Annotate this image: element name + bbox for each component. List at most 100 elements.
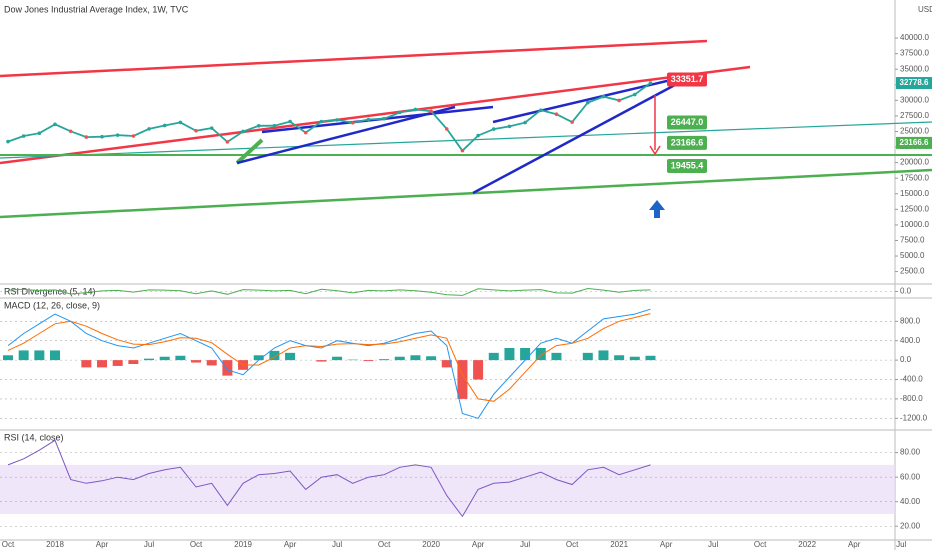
price-point	[460, 148, 465, 153]
histogram-bar	[159, 356, 170, 361]
price-point	[413, 107, 418, 112]
price-point	[131, 134, 136, 138]
price-point	[37, 131, 42, 136]
x-tick-label: 2022	[798, 540, 816, 549]
histogram-bar	[253, 355, 264, 361]
price-point	[601, 94, 606, 99]
histogram-bar	[645, 355, 656, 361]
histogram-bar	[504, 348, 515, 361]
price-point	[538, 108, 543, 112]
price-point	[288, 119, 292, 124]
price-point	[115, 133, 120, 137]
x-tick-label: Jul	[896, 540, 906, 549]
x-tick-label: Apr	[284, 540, 297, 549]
price-callout	[667, 135, 707, 150]
price-point	[570, 120, 574, 124]
histogram-bar	[379, 359, 390, 361]
y-tick-label: 20000.0	[900, 158, 929, 167]
x-tick-label: Jul	[144, 540, 154, 549]
panel-label: MACD (12, 26, close, 9)	[4, 300, 100, 310]
price-point	[476, 133, 480, 138]
price-point	[53, 122, 57, 127]
y-tick-label: 10000.0	[900, 220, 929, 229]
price-point	[507, 124, 512, 129]
histogram-bar	[175, 355, 186, 361]
axis-price-label: 32778.6	[900, 78, 929, 87]
y-tick-label: 2500.0	[900, 267, 925, 276]
histogram-bar	[582, 352, 593, 361]
series-line	[7, 313, 651, 402]
x-tick-label: Oct	[378, 540, 391, 549]
price-point	[6, 139, 10, 144]
axis-price-box	[896, 136, 932, 149]
histogram-bar	[97, 360, 108, 368]
currency: USD	[918, 5, 932, 14]
price-point	[209, 126, 214, 130]
histogram-bar	[332, 356, 343, 361]
histogram-bar	[614, 355, 625, 361]
x-tick-label: 2021	[610, 540, 628, 549]
price-point	[178, 120, 183, 125]
x-tick-label: 2020	[422, 540, 440, 549]
histogram-bar	[206, 360, 217, 366]
price-callout	[667, 159, 707, 174]
price-point	[617, 98, 621, 103]
price-point	[350, 120, 355, 125]
histogram-bar	[3, 355, 13, 361]
histogram-bar	[34, 350, 45, 361]
series-line	[7, 287, 651, 296]
price-callout-label: 26447.0	[671, 117, 704, 127]
x-tick-label: Apr	[848, 540, 861, 549]
x-tick-label: Oct	[2, 540, 15, 549]
y-tick-label: 15000.0	[900, 189, 929, 198]
histogram-bar	[128, 360, 139, 364]
x-tick-label: Oct	[754, 540, 767, 549]
y-tick-label: 40.00	[900, 497, 921, 506]
x-tick-label: Oct	[190, 540, 203, 549]
price-point	[491, 127, 496, 131]
histogram-bar	[551, 352, 562, 361]
histogram-bar	[629, 356, 640, 361]
price-point	[303, 130, 308, 135]
chart-title: Dow Jones Industrial Average Index, 1W, …	[4, 4, 189, 14]
panel-label: RSI (14, close)	[4, 432, 64, 442]
price-callout	[667, 115, 707, 130]
price-point	[84, 135, 89, 139]
price-point	[382, 116, 386, 121]
price-callout	[667, 72, 707, 87]
trendlines	[0, 39, 932, 219]
x-tick-label: Jul	[520, 540, 530, 549]
histogram-bar	[441, 360, 452, 368]
price-point	[272, 123, 277, 128]
price-point	[319, 119, 324, 124]
y-tick-label: 80.00	[900, 448, 921, 457]
x-tick-label: Apr	[96, 540, 109, 549]
price-point	[366, 117, 371, 122]
price-point	[523, 120, 527, 125]
y-tick-label: 800.0	[900, 316, 921, 325]
price-point	[554, 112, 559, 116]
x-tick-label: Oct	[566, 540, 579, 549]
price-point	[100, 134, 104, 139]
price-point	[335, 118, 339, 122]
series-line	[7, 439, 651, 518]
y-tick-label: 27500.0	[900, 111, 929, 120]
y-tick-label: 40000.0	[900, 33, 929, 42]
histogram-bar	[144, 358, 155, 361]
histogram-bar	[81, 360, 92, 368]
y-tick-label: 20.00	[900, 521, 921, 530]
y-tick-label: 0.0	[900, 355, 912, 364]
histogram-bar	[191, 360, 202, 363]
histogram-bar	[535, 348, 546, 361]
axis-price-label: 23166.6	[900, 138, 929, 147]
price-point	[225, 140, 230, 144]
y-tick-label: 5000.0	[900, 251, 925, 260]
histogram-bar	[488, 352, 499, 361]
price-point	[648, 81, 653, 85]
x-tick-label: Jul	[708, 540, 718, 549]
x-tick-label: 2019	[234, 540, 252, 549]
price-point	[241, 129, 245, 134]
price-point	[444, 127, 449, 131]
price-point	[21, 134, 26, 138]
